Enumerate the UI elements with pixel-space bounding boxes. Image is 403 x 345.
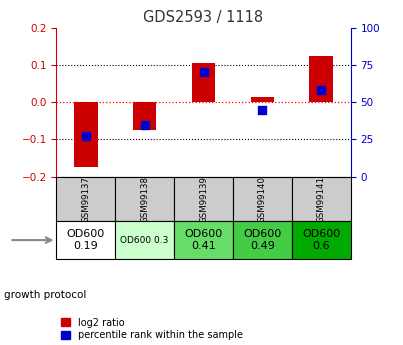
Bar xyxy=(192,63,215,102)
Text: GSM99139: GSM99139 xyxy=(199,176,208,223)
Text: GSM99141: GSM99141 xyxy=(317,176,326,223)
Point xyxy=(141,122,148,127)
Bar xyxy=(292,177,351,221)
Text: growth protocol: growth protocol xyxy=(4,290,86,300)
Text: OD600 0.3: OD600 0.3 xyxy=(120,236,169,245)
Text: OD600
0.49: OD600 0.49 xyxy=(243,229,281,251)
Bar xyxy=(233,221,292,259)
Bar xyxy=(74,102,98,167)
Text: GSM99138: GSM99138 xyxy=(140,176,149,223)
Bar xyxy=(292,221,351,259)
Text: OD600
0.6: OD600 0.6 xyxy=(302,229,340,251)
Bar xyxy=(115,177,174,221)
Bar xyxy=(310,56,333,102)
Legend: log2 ratio, percentile rank within the sample: log2 ratio, percentile rank within the s… xyxy=(61,318,243,340)
Point xyxy=(259,107,266,112)
Bar xyxy=(174,177,233,221)
Point xyxy=(318,88,324,93)
Text: GSM99140: GSM99140 xyxy=(258,176,267,223)
Bar xyxy=(251,97,274,102)
Title: GDS2593 / 1118: GDS2593 / 1118 xyxy=(143,10,264,25)
Bar xyxy=(115,221,174,259)
Point xyxy=(83,134,89,139)
Bar xyxy=(174,221,233,259)
Bar xyxy=(133,102,156,130)
Point xyxy=(200,70,207,75)
Bar xyxy=(56,221,115,259)
Bar xyxy=(233,177,292,221)
Text: OD600
0.19: OD600 0.19 xyxy=(67,229,105,251)
Text: GSM99137: GSM99137 xyxy=(81,176,90,223)
Bar xyxy=(56,177,115,221)
Text: OD600
0.41: OD600 0.41 xyxy=(185,229,222,251)
